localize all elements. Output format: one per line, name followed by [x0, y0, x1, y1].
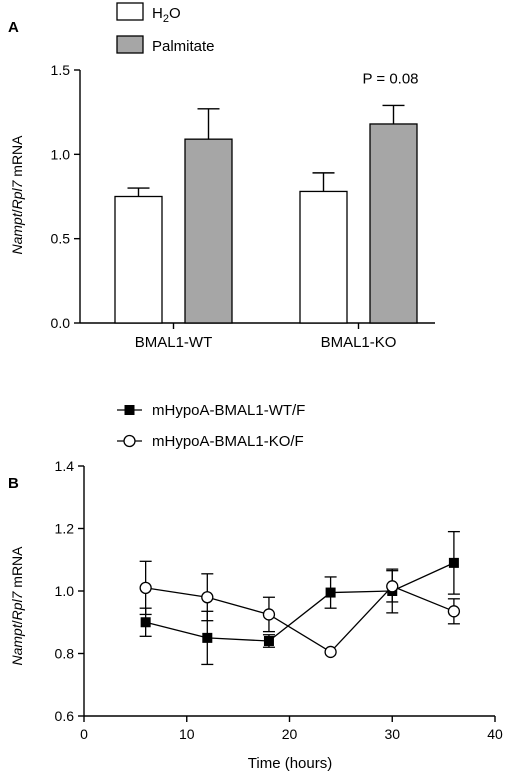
panel-b-y-tick-label: 1.4: [55, 458, 75, 474]
panel-b-x-tick-label: 40: [487, 726, 503, 742]
panel-b-point-wt: [263, 636, 274, 646]
legend-swatch-palmitate: [116, 35, 144, 54]
panel-b-point-wt: [202, 632, 213, 643]
panel-b-series-lines: [145, 562, 455, 653]
panel-b-label: B: [8, 475, 19, 492]
legend-swatch-h2o: [116, 2, 144, 21]
legend-label-h2o: H2O: [152, 5, 181, 25]
panel-a-y-tick-label: 0.0: [51, 315, 71, 331]
panel-a-bar-chart: A H2O Palmitate Nampt/Rpl7 mRNA 0.0 0.5 1.…: [8, 2, 435, 351]
panel-b-error-bars: [139, 530, 460, 666]
panel-a-error-bars: [127, 104, 405, 197]
panel-b-x-tick-label: 20: [282, 726, 298, 742]
panel-b-point-wt: [140, 617, 151, 628]
panel-b-series-line-wt: [145, 562, 455, 642]
panel-a-legend: H2O Palmitate: [116, 2, 215, 55]
panel-a-category-labels: BMAL1-WT BMAL1-KO: [135, 323, 397, 351]
panel-a-category-label: BMAL1-WT: [135, 334, 213, 351]
panel-b-point-wt: [448, 557, 459, 568]
legend-marker-wt: [124, 405, 135, 415]
panel-b-markers: [139, 557, 461, 659]
panel-b-point-ko: [139, 581, 152, 595]
panel-b-line-chart: B mHypoA-BMAL1-WT/F mHypoA-BMAL1-KO/F Na…: [8, 402, 503, 772]
legend-label-ko: mHypoA-BMAL1-KO/F: [152, 433, 304, 450]
panel-a-y-tick-label: 1.0: [51, 146, 71, 162]
panel-b-x-tick-label: 10: [179, 726, 195, 742]
panel-b-x-axis-label: Time (hours): [248, 755, 332, 772]
panel-b-axes: 0.6 0.8 1.0 1.2 1.4 0 10 20 30 40: [55, 458, 503, 742]
panel-a-bar: [369, 123, 418, 324]
panel-b-y-tick-label: 1.0: [55, 583, 75, 599]
panel-b-point-ko: [386, 580, 399, 593]
panel-b-y-axis-label: Nampt/Rpl7 mRNA: [9, 546, 25, 666]
panel-a-bars: [114, 123, 418, 324]
panel-b-y-tick-label: 0.6: [55, 708, 75, 724]
panel-a-category-label: BMAL1-KO: [321, 334, 397, 351]
panel-a-y-tick-label: 0.5: [51, 231, 71, 247]
panel-a-y-tick-label: 1.5: [51, 62, 71, 78]
panel-a-bar: [184, 138, 233, 324]
panel-a-y-axis-label: Nampt/Rpl7 mRNA: [9, 135, 25, 255]
panel-a-p-value-annotation: P = 0.08: [362, 70, 418, 87]
panel-b-point-ko: [262, 608, 276, 621]
panel-b-y-tick-label: 1.2: [55, 521, 75, 537]
panel-b-x-tick-label: 0: [80, 726, 88, 742]
panel-a-bar: [299, 190, 348, 324]
panel-b-x-tick-label: 30: [384, 726, 400, 742]
panel-b-point-ko: [447, 605, 461, 618]
panel-b-point-ko: [324, 645, 337, 659]
panel-a-bar: [114, 195, 163, 324]
panel-b-legend: mHypoA-BMAL1-WT/F mHypoA-BMAL1-KO/F: [117, 402, 305, 450]
legend-label-palmitate: Palmitate: [152, 38, 215, 55]
legend-label-wt: mHypoA-BMAL1-WT/F: [152, 402, 305, 419]
panel-b-series-line-ko: [145, 585, 455, 653]
panel-a-label: A: [8, 19, 19, 36]
legend-marker-ko: [123, 434, 136, 448]
panel-b-point-wt: [325, 587, 336, 598]
panel-b-point-ko: [201, 591, 214, 604]
panel-b-y-tick-label: 0.8: [55, 646, 75, 662]
